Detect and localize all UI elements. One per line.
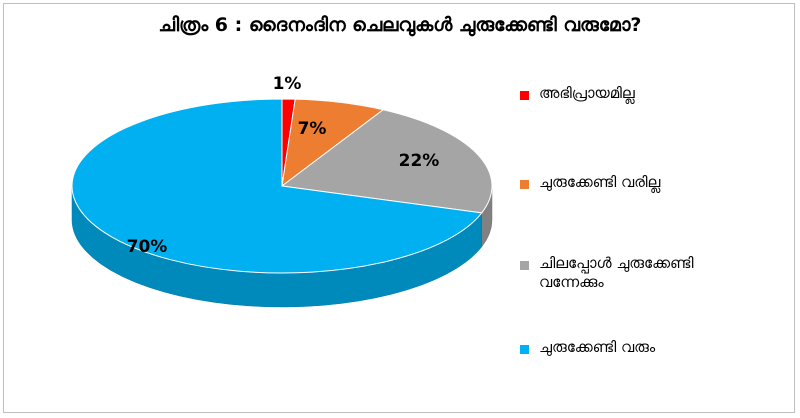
- legend-item-will-cut: ചുരുക്കേണ്ടി വരും: [520, 338, 790, 357]
- legend-label: ചുരുക്കേണ്ടി വരും: [539, 338, 656, 356]
- legend-swatch: [520, 261, 529, 270]
- pie-slice: [71, 98, 483, 274]
- legend-swatch: [520, 91, 529, 100]
- pie-data-label: 70%: [127, 237, 168, 257]
- pie-data-label: 22%: [399, 151, 440, 171]
- pie-data-label: 1%: [273, 74, 302, 94]
- pie-data-label: 7%: [298, 119, 327, 139]
- legend-label: ചിലപ്പോൾ ചുരുക്കേണ്ടി വന്നേക്കും: [539, 254, 694, 291]
- legend-item-sometimes: ചിലപ്പോൾ ചുരുക്കേണ്ടി വന്നേക്കും: [520, 254, 790, 292]
- legend-label: ചുരുക്കേണ്ടി വരില്ല: [539, 173, 661, 191]
- legend-item-will-not-cut: ചുരുക്കേണ്ടി വരില്ല: [520, 173, 790, 192]
- pie-slice: [280, 109, 493, 214]
- legend-swatch: [520, 180, 529, 189]
- legend-swatch: [520, 345, 529, 354]
- chart-title: ചിത്രം 6 : ദൈനംദിന ചെലവുകൾ ചുരുക്കേണ്ടി …: [158, 14, 642, 36]
- legend-label: അഭിപ്രായമില്ല: [539, 84, 635, 102]
- legend-item-no-opinion: അഭിപ്രായമില്ല: [520, 84, 790, 103]
